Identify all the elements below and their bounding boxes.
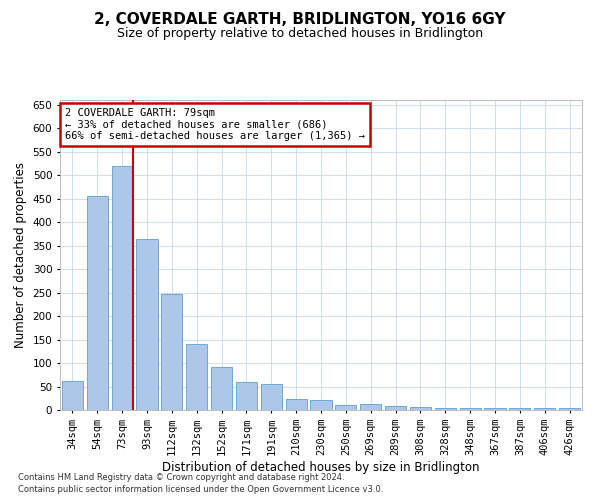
Bar xyxy=(87,196,108,410)
Bar xyxy=(62,381,83,410)
Y-axis label: Number of detached properties: Number of detached properties xyxy=(14,162,27,348)
Text: Size of property relative to detached houses in Bridlington: Size of property relative to detached ho… xyxy=(117,28,483,40)
Bar xyxy=(310,400,332,410)
Bar xyxy=(435,408,456,410)
Text: 2 COVERDALE GARTH: 79sqm
← 33% of detached houses are smaller (686)
66% of semi-: 2 COVERDALE GARTH: 79sqm ← 33% of detach… xyxy=(65,108,365,141)
Text: Contains public sector information licensed under the Open Government Licence v3: Contains public sector information licen… xyxy=(18,485,383,494)
Bar xyxy=(410,407,431,410)
Bar xyxy=(236,382,257,410)
Bar xyxy=(112,166,133,410)
Bar xyxy=(261,384,282,410)
Bar xyxy=(136,238,158,410)
Text: 2, COVERDALE GARTH, BRIDLINGTON, YO16 6GY: 2, COVERDALE GARTH, BRIDLINGTON, YO16 6G… xyxy=(94,12,506,28)
Bar xyxy=(161,294,182,410)
Bar xyxy=(385,406,406,410)
Bar xyxy=(211,367,232,410)
Bar xyxy=(460,408,481,410)
X-axis label: Distribution of detached houses by size in Bridlington: Distribution of detached houses by size … xyxy=(162,460,480,473)
Bar xyxy=(509,408,530,410)
Bar xyxy=(335,406,356,410)
Text: Contains HM Land Registry data © Crown copyright and database right 2024.: Contains HM Land Registry data © Crown c… xyxy=(18,474,344,482)
Bar xyxy=(360,404,381,410)
Bar xyxy=(484,408,506,410)
Bar xyxy=(534,408,555,410)
Bar xyxy=(559,408,580,410)
Bar xyxy=(286,399,307,410)
Bar xyxy=(186,344,207,410)
